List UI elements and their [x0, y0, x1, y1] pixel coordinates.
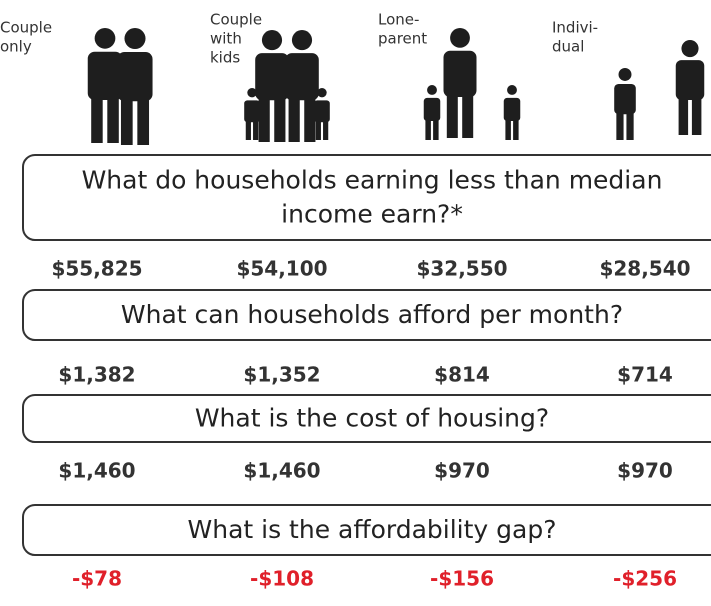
head: [261, 30, 283, 51]
body: [423, 97, 441, 121]
question-text: income earn?*: [281, 200, 463, 229]
value: $32,550: [416, 257, 507, 281]
household-label: only: [0, 38, 32, 56]
household-label: dual: [552, 38, 584, 56]
question-text: What is the cost of housing?: [195, 404, 549, 433]
leg: [691, 96, 702, 135]
household-label: Couple: [0, 19, 52, 37]
person-icon: [244, 88, 260, 140]
value: $970: [617, 459, 673, 483]
question-text: What do households earning less than med…: [82, 166, 663, 195]
head: [94, 27, 116, 49]
leg: [462, 92, 474, 138]
person-icon: [255, 30, 289, 142]
leg: [616, 111, 624, 140]
body: [285, 53, 319, 101]
head: [618, 68, 632, 81]
household-label: Indivi-: [552, 19, 598, 37]
value: $1,382: [58, 363, 135, 387]
value: $814: [434, 363, 490, 387]
value: $1,352: [243, 363, 320, 387]
leg: [425, 118, 431, 140]
value: $55,825: [51, 257, 142, 281]
person-icon: [87, 27, 123, 143]
value: -$108: [250, 567, 314, 591]
leg: [433, 118, 439, 140]
leg: [288, 95, 300, 142]
person-icon: [314, 88, 330, 140]
value: -$256: [613, 567, 677, 591]
value: $1,460: [58, 459, 135, 483]
head: [124, 28, 146, 50]
leg: [137, 96, 150, 145]
body: [244, 100, 260, 123]
household-label: Couple: [210, 11, 262, 29]
person-icon: [285, 30, 319, 142]
value: -$156: [430, 567, 494, 591]
question-text: What is the affordability gap?: [188, 515, 557, 544]
body: [675, 60, 705, 100]
leg: [91, 95, 103, 143]
person-icon: [675, 40, 705, 135]
household-label: parent: [378, 30, 427, 48]
question-box: [22, 504, 711, 556]
body: [314, 100, 330, 123]
body: [87, 51, 123, 100]
question-text: What can households afford per month?: [121, 300, 623, 329]
body: [503, 97, 521, 121]
head: [507, 85, 517, 95]
value: $1,460: [243, 459, 320, 483]
head: [427, 85, 437, 95]
head: [291, 30, 313, 51]
value: -$78: [72, 567, 122, 591]
question-box: [22, 289, 711, 341]
value: $970: [434, 459, 490, 483]
leg: [107, 95, 119, 143]
person-icon: [614, 68, 636, 140]
body: [614, 83, 636, 115]
leg: [304, 95, 316, 142]
body: [255, 53, 289, 101]
head: [317, 88, 327, 98]
leg: [253, 120, 259, 140]
leg: [323, 120, 329, 140]
body: [117, 52, 153, 102]
person-icon: [423, 85, 441, 140]
leg: [258, 95, 270, 142]
leg: [120, 96, 133, 145]
person-icon: [443, 28, 477, 138]
leg: [446, 92, 458, 138]
household-label: Lone-: [378, 11, 419, 29]
leg: [245, 120, 251, 140]
question-box: [22, 154, 711, 241]
person-icon: [117, 28, 153, 145]
question-box: [22, 394, 711, 443]
household-label: kids: [210, 49, 240, 67]
leg: [626, 111, 634, 140]
value: $714: [617, 363, 673, 387]
leg: [315, 120, 321, 140]
leg: [505, 118, 511, 140]
value: $28,540: [599, 257, 690, 281]
person-icon: [503, 85, 521, 140]
leg: [274, 95, 286, 142]
value: $54,100: [236, 257, 327, 281]
head: [247, 88, 257, 98]
leg: [513, 118, 519, 140]
head: [681, 40, 699, 58]
body: [443, 50, 477, 97]
head: [450, 28, 470, 48]
leg: [678, 96, 689, 135]
household-label: with: [210, 30, 242, 48]
